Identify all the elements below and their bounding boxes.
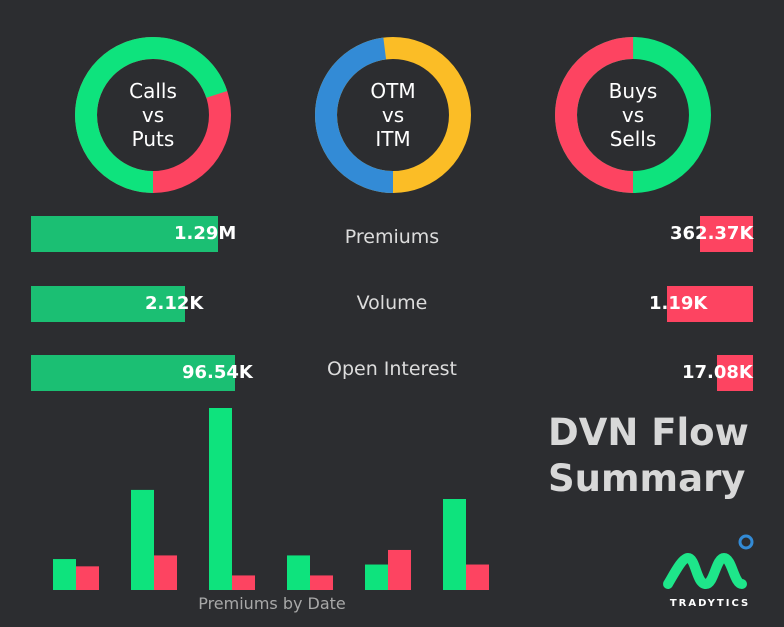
green-premium-bar	[209, 408, 232, 590]
donut-label-line: vs	[141, 103, 165, 127]
donut-label-line: ITM	[375, 127, 411, 151]
donut-label-line: OTM	[370, 79, 416, 103]
red-premium-bar	[466, 564, 489, 590]
red-premium-bar	[154, 555, 177, 590]
donut-label-line: Sells	[609, 127, 657, 151]
green-premium-bar	[443, 499, 466, 590]
volume-calls-bar	[31, 286, 185, 322]
volume-puts-bar	[667, 286, 753, 322]
calls-vs-puts-donut: Calls vs Puts	[75, 37, 231, 193]
otm-vs-itm-ring	[315, 37, 471, 193]
open-interest-label: Open Interest	[326, 358, 457, 380]
otm-vs-itm-donut: OTM vs ITM	[315, 37, 471, 193]
calls-vs-puts-ring	[75, 37, 231, 193]
premiums-puts-value: 362.37K	[670, 223, 754, 244]
donut-label-line: Calls	[129, 79, 177, 103]
volume-calls-value: 2.12K	[145, 293, 204, 314]
open-interest-puts-bar	[717, 355, 753, 391]
volume-puts-value: 1.19K	[649, 293, 708, 314]
premiums-puts-bar	[700, 216, 753, 252]
tradytics-logo-icon	[663, 534, 754, 590]
summary-title: DVN Flow Summary	[548, 410, 758, 502]
donut-first-segment	[555, 37, 711, 193]
buys-vs-sells-ring	[555, 37, 711, 193]
buys-vs-sells-donut: Buys vs Sells	[555, 37, 711, 193]
premiums-calls-bar	[31, 216, 218, 252]
buys-vs-sells-label: Buys vs Sells	[555, 37, 711, 193]
open-interest-calls-value: 96.54K	[182, 362, 253, 383]
red-premium-bar	[388, 549, 411, 590]
green-premium-bar	[365, 564, 388, 590]
chart-title: Premiums by Date	[198, 594, 346, 613]
brand-name: TRADYTICS	[669, 598, 751, 609]
open-interest-calls-bar	[31, 355, 235, 391]
premiums-by-date-chart	[53, 408, 489, 590]
green-premium-bar	[53, 559, 76, 590]
summary-title-line: Summary	[548, 457, 746, 500]
red-premium-bar	[76, 566, 99, 590]
donut-label-line: vs	[381, 103, 405, 127]
open-interest-puts-value: 17.08K	[682, 362, 753, 383]
premiums-label: Premiums	[344, 226, 440, 248]
premiums-calls-value: 1.29M	[174, 223, 237, 244]
volume-label: Volume	[356, 292, 428, 314]
donut-first-segment	[315, 37, 471, 193]
donut-first-segment	[75, 37, 231, 193]
red-premium-bar	[232, 575, 255, 590]
otm-vs-itm-label: OTM vs ITM	[315, 37, 471, 193]
summary-title-line: DVN Flow	[548, 411, 749, 454]
donut-label-line: vs	[621, 103, 645, 127]
green-premium-bar	[287, 555, 310, 590]
donut-label-line: Puts	[131, 127, 175, 151]
green-premium-bar	[131, 489, 154, 590]
donut-label-line: Buys	[608, 79, 658, 103]
calls-vs-puts-label: Calls vs Puts	[75, 37, 231, 193]
red-premium-bar	[310, 575, 333, 590]
